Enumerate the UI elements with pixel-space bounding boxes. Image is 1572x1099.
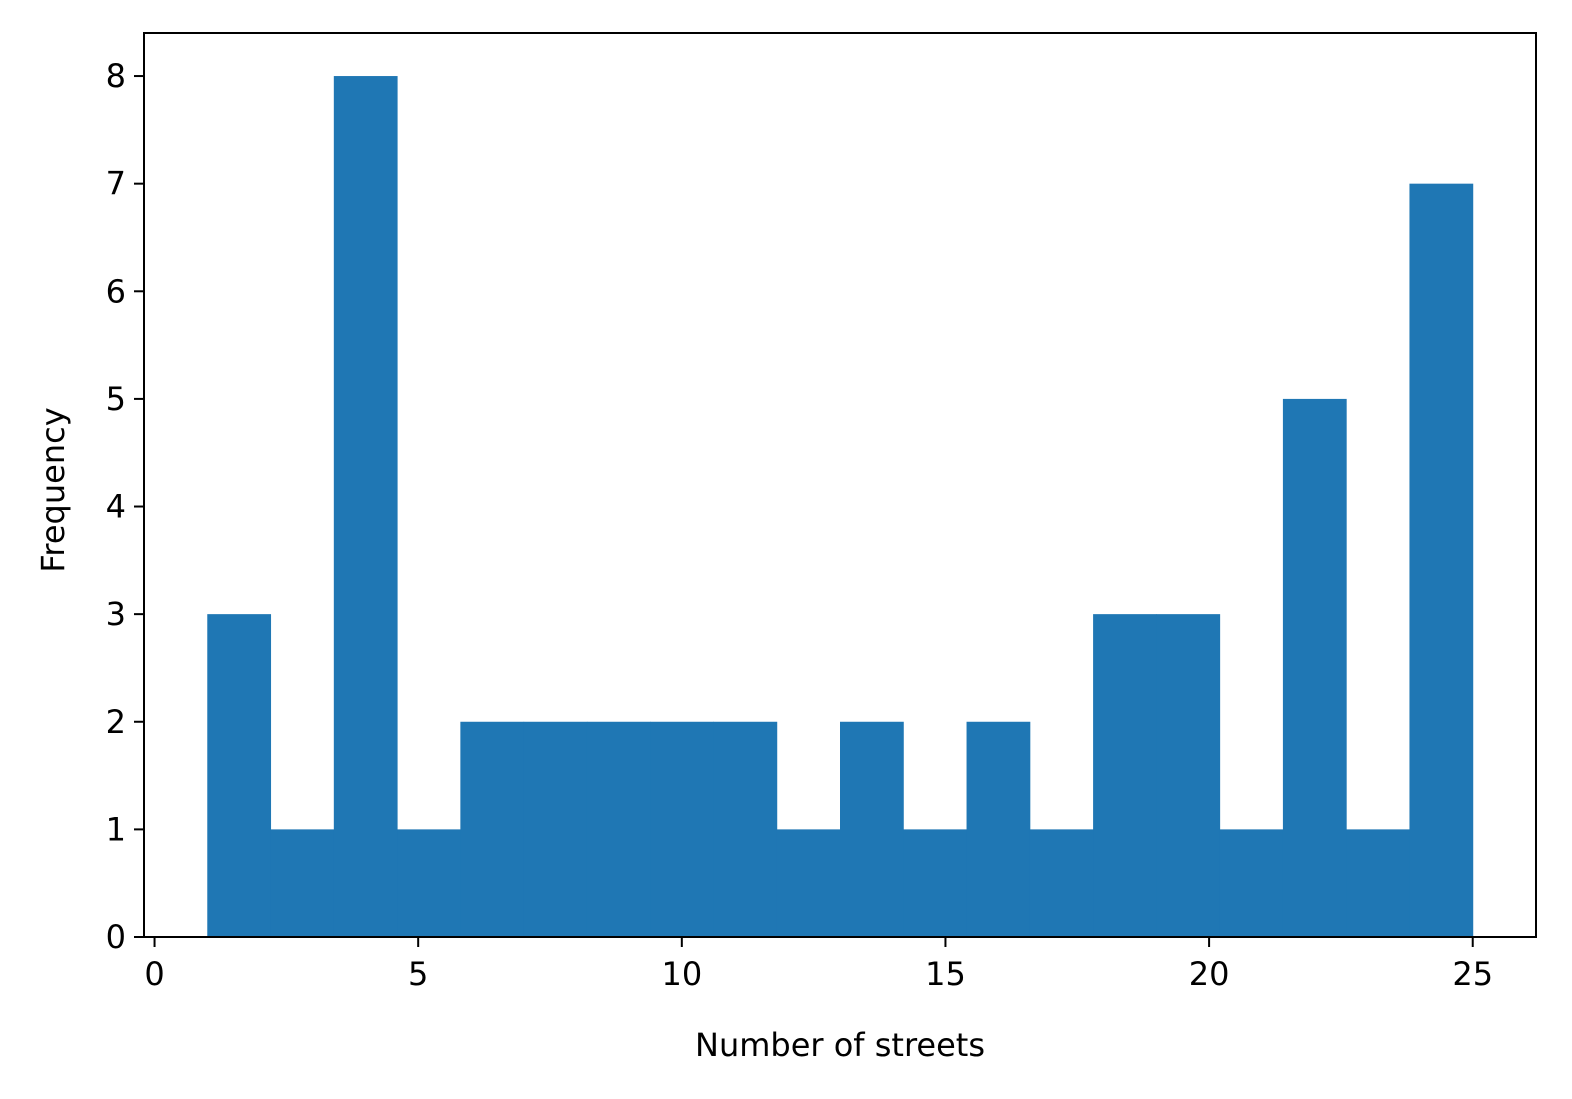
x-tick-label: 20 <box>1189 955 1230 993</box>
axes-frame <box>143 32 1537 938</box>
x-tick-label: 25 <box>1452 955 1493 993</box>
histogram-bar <box>776 829 841 937</box>
histogram-bar <box>713 721 778 937</box>
y-tick-label: 6 <box>106 272 126 310</box>
histogram-bar <box>650 721 714 937</box>
histogram-bar <box>903 829 968 937</box>
y-tick-label: 5 <box>106 380 126 418</box>
x-axis-ticks: 0 5 10 15 20 25 <box>144 937 1493 993</box>
x-tick-label: 15 <box>925 955 966 993</box>
y-axis-label: Frequency <box>34 407 72 572</box>
histogram-bar <box>333 76 398 938</box>
histogram-bar <box>1346 829 1410 937</box>
histogram-bar <box>460 721 525 937</box>
y-axis-ticks: 0 1 2 3 4 5 6 7 8 <box>106 57 144 956</box>
y-tick-label: 7 <box>106 165 126 203</box>
histogram-bar <box>523 721 588 937</box>
y-tick-label: 4 <box>106 488 126 526</box>
y-tick-label: 8 <box>106 57 126 95</box>
x-tick-label: 10 <box>661 955 702 993</box>
histogram-bar <box>1409 183 1474 937</box>
y-tick-label: 3 <box>106 595 126 633</box>
histogram-bar <box>1093 614 1157 937</box>
histogram-bars <box>207 76 1474 938</box>
histogram-bar <box>966 721 1031 937</box>
histogram-bar <box>1282 398 1347 937</box>
histogram-bar <box>207 614 272 937</box>
histogram-bar <box>586 721 651 937</box>
y-tick-label: 1 <box>106 810 126 848</box>
histogram-bar <box>1219 829 1284 937</box>
y-tick-label: 0 <box>106 918 126 956</box>
histogram-bar <box>397 829 461 937</box>
x-axis-label: Number of streets <box>695 1026 985 1064</box>
histogram-bar <box>1156 614 1221 937</box>
y-tick-label: 2 <box>106 703 126 741</box>
histogram-bar <box>270 829 335 937</box>
x-tick-label: 5 <box>408 955 428 993</box>
histogram-bar <box>840 721 904 937</box>
x-tick-label: 0 <box>144 955 164 993</box>
histogram-bar <box>1029 829 1094 937</box>
